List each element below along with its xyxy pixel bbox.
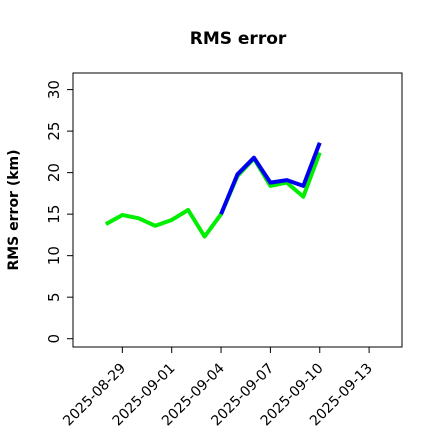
chart-title: RMS error — [190, 29, 287, 49]
line-series — [219, 142, 322, 215]
y-axis-label: RMS error (km) — [6, 149, 22, 270]
y-tick-label: 30 — [45, 80, 63, 99]
y-tick-label: 25 — [45, 122, 63, 141]
y-tick-label: 15 — [45, 205, 63, 224]
plot-frame — [72, 72, 403, 348]
y-tick-label: 20 — [45, 163, 63, 182]
y-tick-label: 0 — [45, 334, 63, 344]
line-series — [104, 152, 322, 239]
y-tick-label: 5 — [45, 292, 63, 302]
y-tick-label: 10 — [45, 246, 63, 265]
